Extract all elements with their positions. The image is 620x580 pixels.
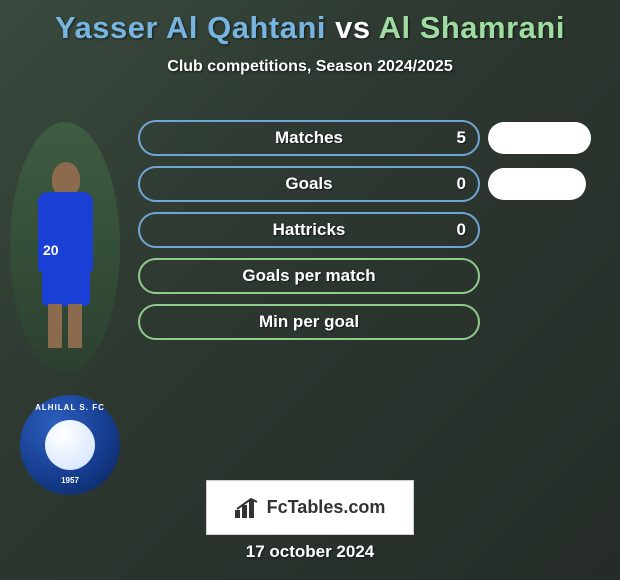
title-player1: Yasser Al Qahtani xyxy=(55,10,326,45)
club-shield: ALHILAL S. FC 1957 xyxy=(20,395,120,495)
stat-row: Min per goal xyxy=(138,304,598,340)
content-root: Yasser Al Qahtani vs Al Shamrani Club co… xyxy=(0,0,620,580)
stat-bar-left: Min per goal xyxy=(138,304,480,340)
stat-row: Matches 5 xyxy=(138,120,598,156)
club-name: ALHILAL S. FC xyxy=(20,403,120,412)
player-photo: 20 xyxy=(10,122,120,372)
stat-value-left: 0 xyxy=(457,220,466,240)
stat-bar-left: Goals per match xyxy=(138,258,480,294)
footer-brand: FcTables.com xyxy=(267,497,386,518)
stat-label: Hattricks xyxy=(273,220,346,240)
player-leg xyxy=(68,304,82,348)
stat-row: Goals per match xyxy=(138,258,598,294)
stat-label: Goals per match xyxy=(242,266,375,286)
fctables-logo-icon xyxy=(235,498,261,518)
title-vs: vs xyxy=(335,10,370,45)
page-title: Yasser Al Qahtani vs Al Shamrani xyxy=(0,0,620,46)
stat-value-left: 0 xyxy=(457,174,466,194)
player-head xyxy=(52,162,80,196)
footer-badge: FcTables.com xyxy=(206,480,414,535)
footer-date: 17 october 2024 xyxy=(0,542,620,562)
club-ball-icon xyxy=(45,420,95,470)
title-player2: Al Shamrani xyxy=(379,10,565,45)
player-shorts xyxy=(42,270,90,306)
club-logo: ALHILAL S. FC 1957 xyxy=(20,395,120,495)
stat-row: Goals 0 xyxy=(138,166,598,202)
player-kit xyxy=(38,192,93,272)
stat-bars: Matches 5 Goals 0 Hattricks 0 Goals per match M… xyxy=(138,120,598,350)
player-number: 20 xyxy=(43,242,59,258)
stat-value-left: 5 xyxy=(457,128,466,148)
stat-bar-left: Hattricks 0 xyxy=(138,212,480,248)
stat-label: Goals xyxy=(285,174,332,194)
subtitle: Club competitions, Season 2024/2025 xyxy=(0,58,620,76)
club-year: 1957 xyxy=(20,476,120,485)
stat-label: Min per goal xyxy=(259,312,359,332)
stat-row: Hattricks 0 xyxy=(138,212,598,248)
stat-bar-left: Matches 5 xyxy=(138,120,480,156)
stat-bar-left: Goals 0 xyxy=(138,166,480,202)
stat-bar-right xyxy=(488,122,591,154)
player-leg xyxy=(48,304,62,348)
stat-label: Matches xyxy=(275,128,343,148)
stat-bar-right xyxy=(488,168,586,200)
